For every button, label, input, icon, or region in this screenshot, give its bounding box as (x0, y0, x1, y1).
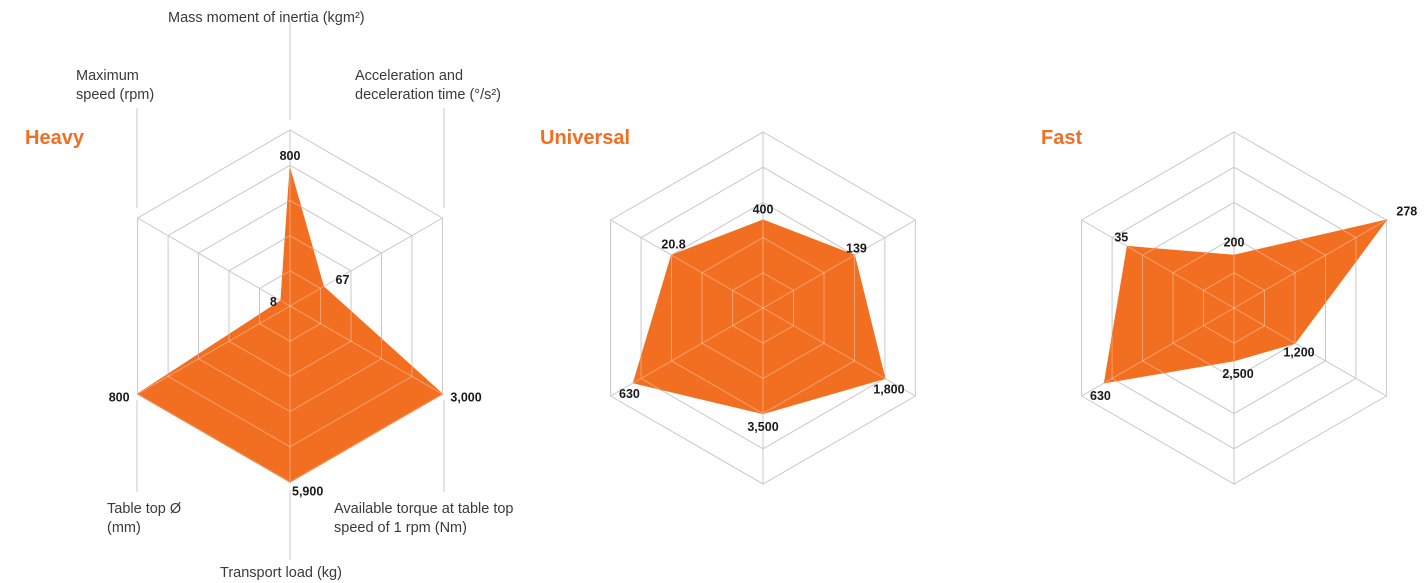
radar-chart-fast: 200 278 1,200 2,500 630 35 (1081, 131, 1417, 485)
data-label: 1,200 (1283, 345, 1314, 359)
data-label: 200 (1224, 235, 1245, 249)
data-area (632, 219, 886, 415)
grid-ring-overlay (1203, 272, 1265, 344)
axis-label-transport-load-line1: Transport load (kg) (220, 565, 342, 581)
grid-spoke-overlay (137, 305, 291, 395)
axis-label-max-speed-line1: Maximum (76, 68, 139, 84)
axis-label-transport-load: Transport load (kg) (220, 564, 342, 583)
chart-title-universal: Universal (540, 127, 631, 149)
grid-ring-overlay (1142, 220, 1326, 383)
data-label: 8 (270, 295, 277, 309)
axis-label-acceleration-line1: Acceleration and (355, 68, 464, 84)
data-label: 630 (619, 387, 640, 401)
grid-spoke-overlay (633, 307, 764, 397)
grid-ring-overlay (732, 272, 794, 344)
data-label: 630 (1090, 389, 1111, 403)
data-label: 1,800 (873, 383, 904, 397)
grid-spoke (137, 217, 291, 307)
axis-label-torque-line1: Available torque at table top (334, 501, 514, 517)
grid-ring-overlay (701, 237, 825, 379)
data-label: 67 (336, 273, 350, 287)
chart-title-heavy: Heavy (25, 127, 84, 149)
chart-title-fast: Fast (1041, 127, 1083, 149)
axis-label-max-speed-line2: speed (rpm) (76, 87, 155, 103)
radar-chart-universal: 400 139 1,800 3,500 630 20.8 (610, 131, 916, 485)
data-label: 5,900 (292, 484, 323, 498)
data-area (1103, 219, 1388, 384)
data-label: 3,000 (450, 390, 481, 404)
axis-label-table-top-line2: (mm) (107, 520, 141, 536)
grid-spoke-overlay (762, 220, 885, 309)
grid-spoke-overlay (289, 305, 443, 395)
axis-label-torque-line2: speed of 1 rpm (Nm) (334, 520, 467, 536)
grid-spoke-overlay (1233, 220, 1387, 309)
data-label: 278 (1396, 204, 1417, 218)
axis-label-torque: Available torque at table top speed of 1… (334, 500, 514, 538)
data-label: 800 (280, 149, 301, 163)
axis-label-table-top: Table top Ø (mm) (107, 500, 181, 538)
data-label: 400 (753, 202, 774, 216)
data-label: 800 (109, 390, 130, 404)
data-label: 3,500 (747, 420, 778, 434)
data-label: 139 (846, 241, 867, 255)
data-area (136, 168, 444, 483)
axis-label-table-top-line1: Table top Ø (107, 501, 182, 517)
data-label: 35 (1114, 231, 1128, 245)
axis-label-acceleration-line2: deceleration time (°/s²) (355, 87, 502, 103)
grid-spoke-overlay (1104, 307, 1235, 383)
grid-ring-overlay (671, 220, 855, 414)
axis-label-acceleration: Acceleration and deceleration time (°/s²… (355, 67, 501, 105)
axis-label-mass-moment: Mass moment of inertia (kgm²) (168, 9, 365, 28)
grid-spoke-overlay (762, 307, 885, 397)
data-label: 20.8 (661, 237, 685, 251)
data-label: 2,500 (1222, 367, 1253, 381)
radar-chart-heavy: 800 67 3,000 5,900 800 8 (109, 22, 482, 560)
axis-label-max-speed: Maximum speed (rpm) (76, 67, 154, 105)
axis-label-mass-moment-line1: Mass moment of inertia (kgm²) (168, 10, 365, 26)
